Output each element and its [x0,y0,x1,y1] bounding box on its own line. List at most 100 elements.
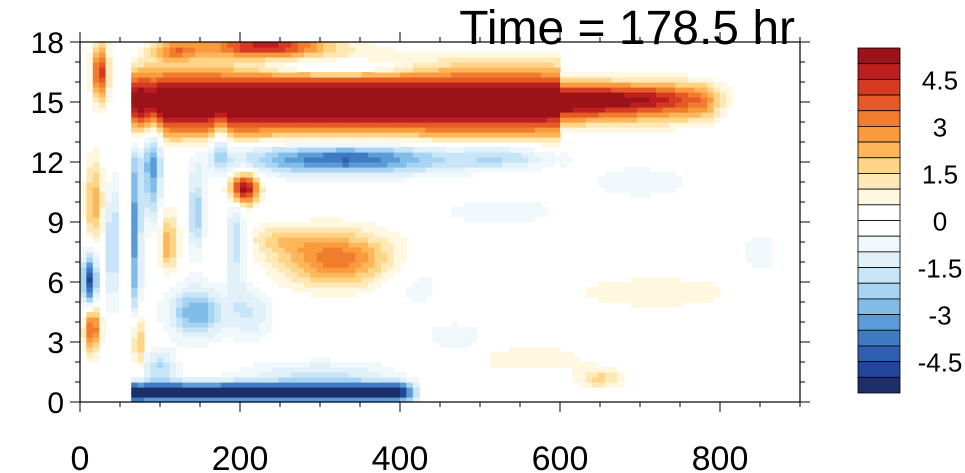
contour-cell [508,157,516,163]
contour-cell [662,302,670,308]
contour-cell [156,157,164,163]
contour-cell [176,67,183,73]
contour-cell [304,377,311,383]
contour-cell [700,112,708,118]
contour-cell [144,137,151,143]
contour-cell [272,87,279,93]
contour-cell [528,107,535,113]
contour-cell [400,257,407,263]
contour-cell [675,92,683,98]
contour-cell [457,127,465,133]
contour-cell [470,117,478,123]
contour-cell [329,277,337,283]
contour-cell [265,102,273,108]
contour-cell [598,177,606,183]
contour-cell [208,82,215,88]
contour-cell [540,162,548,168]
contour-cell [195,82,203,88]
contour-cell [297,377,305,383]
contour-cell [137,282,145,288]
contour-cell [496,82,503,88]
contour-cell [662,182,670,188]
contour-cell [214,392,222,398]
contour-cell [291,52,299,58]
contour-cell [406,87,414,93]
contour-cell [195,97,203,103]
contour-cell [393,137,401,143]
contour-cell [265,97,273,103]
contour-cell [694,107,702,113]
contour-cell [342,112,350,118]
contour-cell [278,387,286,393]
contour-cell [156,357,164,363]
contour-cell [278,232,286,238]
contour-cell [521,62,529,68]
contour-cell [508,212,516,218]
contour-cell [150,172,158,178]
contour-cell [553,357,561,363]
contour-cell [572,102,580,108]
contour-cell [432,92,439,98]
contour-cell [195,177,203,183]
contour-cell [214,307,222,313]
contour-cell [112,177,119,183]
contour-cell [156,187,164,193]
contour-cell [246,87,254,93]
contour-cell [534,132,542,138]
contour-cell [297,372,305,378]
contour-cell [720,107,727,113]
contour-cell [214,47,222,53]
contour-cell [457,57,465,63]
contour-cell [451,322,459,328]
contour-cell [630,117,638,123]
contour-cell [528,167,535,173]
contour-cell [240,62,247,68]
contour-cell [438,327,446,333]
contour-cell [617,97,625,103]
contour-cell [406,167,414,173]
contour-cell [336,162,343,168]
contour-cell [176,107,183,113]
contour-cell [528,92,535,98]
contour-cell [713,112,721,118]
contour-cell [496,127,503,133]
contour-cell [246,397,254,403]
contour-cell [291,72,299,78]
contour-cell [412,62,420,68]
contour-cell [342,232,350,238]
contour-cell [272,112,279,118]
contour-cell [323,232,331,238]
contour-cell [131,282,139,288]
contour-cell [182,302,190,308]
contour-cell [227,277,235,283]
contour-cell [246,42,254,48]
contour-cell [380,367,388,373]
contour-cell [252,167,260,173]
contour-cell [329,367,337,373]
contour-cell [105,227,113,233]
contour-cell [137,207,145,213]
contour-cell [348,372,356,378]
contour-cell [361,237,369,243]
contour-cell [348,72,356,78]
contour-cell [233,192,241,198]
contour-cell [240,202,247,208]
contour-cell [348,237,356,243]
contour-cell [393,237,401,243]
contour-cell [291,167,299,173]
contour-cell [636,117,644,123]
contour-cell [195,387,203,393]
contour-cell [233,52,241,58]
contour-cell [227,387,235,393]
contour-cell [80,207,87,213]
contour-cell [131,237,139,243]
contour-cell [342,367,350,373]
contour-cell [425,147,433,153]
contour-cell [310,142,318,148]
contour-cell [521,132,529,138]
contour-cell [131,267,139,273]
contour-cell [150,392,158,398]
contour-cell [374,377,382,383]
contour-cell [515,52,523,58]
contour-cell [310,47,318,53]
